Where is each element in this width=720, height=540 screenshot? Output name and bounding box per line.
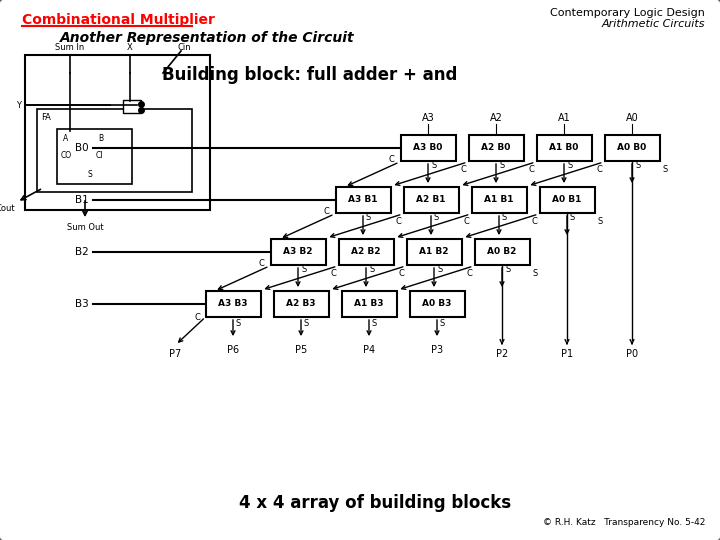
- Bar: [536, 135, 592, 161]
- Text: Arithmetic Circuits: Arithmetic Circuits: [601, 19, 705, 29]
- Text: S: S: [236, 319, 241, 327]
- Text: S: S: [366, 213, 372, 222]
- Text: C: C: [323, 207, 330, 217]
- Text: S: S: [502, 213, 508, 222]
- Text: A3: A3: [422, 113, 434, 123]
- Bar: [123, 100, 141, 113]
- Text: S: S: [304, 319, 310, 327]
- Text: S: S: [570, 213, 575, 222]
- Text: C: C: [464, 217, 469, 226]
- Text: S: S: [505, 266, 510, 274]
- Bar: [336, 187, 390, 213]
- Text: A2: A2: [490, 113, 503, 123]
- Text: A0 B0: A0 B0: [617, 144, 647, 152]
- Bar: [271, 239, 325, 265]
- Text: S: S: [440, 319, 445, 327]
- Text: A2 B2: A2 B2: [351, 247, 381, 256]
- Text: A2 B1: A2 B1: [416, 195, 446, 205]
- Text: P1: P1: [561, 349, 573, 359]
- Text: C: C: [531, 217, 537, 226]
- Text: A3 B1: A3 B1: [348, 195, 378, 205]
- Text: S: S: [301, 266, 306, 274]
- Bar: [472, 187, 526, 213]
- Text: P2: P2: [496, 349, 508, 359]
- Text: S: S: [533, 268, 538, 278]
- Text: C: C: [389, 156, 395, 165]
- Bar: [539, 187, 595, 213]
- Bar: [25, 55, 210, 210]
- Bar: [37, 109, 192, 192]
- Text: S: S: [499, 161, 504, 171]
- Bar: [407, 239, 462, 265]
- Text: X: X: [127, 43, 133, 52]
- Text: S: S: [437, 266, 442, 274]
- Text: C: C: [461, 165, 467, 174]
- Bar: [57, 129, 132, 184]
- Text: A1 B3: A1 B3: [354, 300, 384, 308]
- Text: C: C: [399, 269, 405, 278]
- Text: B2: B2: [75, 247, 89, 257]
- Text: B1: B1: [75, 195, 89, 205]
- Text: 4 x 4 array of building blocks: 4 x 4 array of building blocks: [239, 494, 511, 512]
- Text: CI: CI: [96, 151, 104, 159]
- Text: C: C: [467, 269, 472, 278]
- Text: FA: FA: [41, 113, 51, 122]
- Text: S: S: [88, 170, 92, 179]
- Bar: [410, 291, 464, 317]
- Text: P0: P0: [626, 349, 638, 359]
- Text: Another Representation of the Circuit: Another Representation of the Circuit: [60, 31, 355, 45]
- Bar: [205, 291, 261, 317]
- Bar: [274, 291, 328, 317]
- Text: C: C: [194, 313, 200, 321]
- Text: P7: P7: [169, 349, 181, 359]
- Text: S: S: [431, 161, 436, 171]
- Text: Combinational Multiplier: Combinational Multiplier: [22, 13, 215, 27]
- Text: S: S: [567, 161, 572, 171]
- Text: A0 B1: A0 B1: [552, 195, 582, 205]
- Text: P4: P4: [363, 345, 375, 355]
- Text: A3 B3: A3 B3: [218, 300, 248, 308]
- Text: Contemporary Logic Design: Contemporary Logic Design: [550, 8, 705, 18]
- Text: B0: B0: [75, 143, 89, 153]
- Text: A1 B0: A1 B0: [549, 144, 579, 152]
- Text: Y: Y: [16, 100, 21, 110]
- Text: A2 B3: A2 B3: [287, 300, 316, 308]
- Text: A3 B0: A3 B0: [413, 144, 443, 152]
- Text: P6: P6: [227, 345, 239, 355]
- Text: S: S: [635, 161, 640, 171]
- Text: Cin: Cin: [178, 43, 192, 52]
- Text: Cout: Cout: [0, 204, 15, 213]
- Bar: [338, 239, 394, 265]
- Text: CO: CO: [61, 151, 72, 159]
- Text: S: S: [598, 217, 603, 226]
- Text: B: B: [98, 134, 103, 143]
- Text: C: C: [395, 217, 402, 226]
- Text: A1 B1: A1 B1: [485, 195, 514, 205]
- Text: A0 B2: A0 B2: [487, 247, 517, 256]
- Text: A: A: [63, 134, 68, 143]
- Text: S: S: [372, 319, 377, 327]
- Text: A2 B0: A2 B0: [481, 144, 510, 152]
- Text: © R.H. Katz   Transparency No. 5-42: © R.H. Katz Transparency No. 5-42: [543, 518, 705, 527]
- Bar: [474, 239, 529, 265]
- Text: A0 B3: A0 B3: [423, 300, 451, 308]
- Bar: [400, 135, 456, 161]
- Text: S: S: [662, 165, 667, 173]
- Text: C: C: [258, 260, 264, 268]
- Text: S: S: [434, 213, 439, 222]
- Text: A1: A1: [557, 113, 570, 123]
- Text: C: C: [597, 165, 603, 174]
- Bar: [469, 135, 523, 161]
- Text: P5: P5: [295, 345, 307, 355]
- Bar: [403, 187, 459, 213]
- Text: Building block: full adder + and: Building block: full adder + and: [162, 66, 458, 84]
- Text: A3 B2: A3 B2: [283, 247, 312, 256]
- Text: Sum Out: Sum Out: [67, 223, 103, 232]
- Text: A1 B2: A1 B2: [419, 247, 449, 256]
- Bar: [341, 291, 397, 317]
- Text: B3: B3: [75, 299, 89, 309]
- Text: C: C: [528, 165, 534, 174]
- Text: P3: P3: [431, 345, 443, 355]
- Text: Sum In: Sum In: [55, 43, 85, 52]
